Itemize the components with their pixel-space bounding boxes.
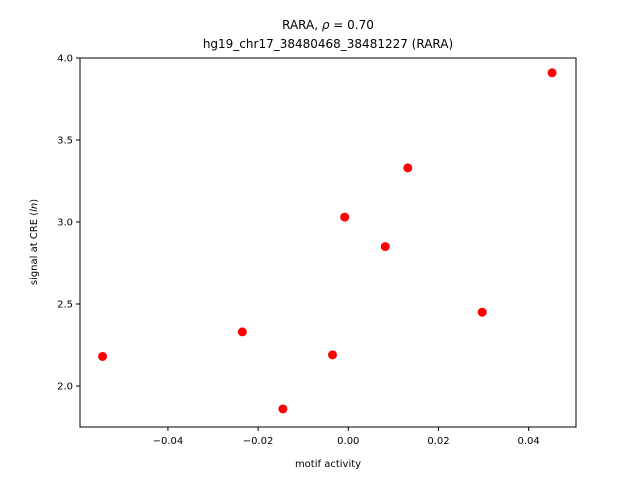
data-point <box>403 163 413 173</box>
data-point <box>340 212 350 222</box>
y-tick-label: 2.0 <box>57 382 73 393</box>
data-point <box>328 350 338 360</box>
data-point <box>278 404 288 414</box>
data-point <box>98 351 108 361</box>
y-tick-label: 4.0 <box>57 54 73 65</box>
axis-ticks: −0.04 −0.02 0.00 0.02 0.04 2.0 2.5 3.0 3.5 4.0 <box>57 54 540 448</box>
y-tick-label: 3.5 <box>57 136 73 147</box>
y-axis-label: signal at CRE (ln) <box>29 199 40 285</box>
data-points <box>98 68 557 414</box>
chart-title-line-1: RARA, ρ = 0.70 <box>282 18 374 32</box>
x-tick-label: 0.02 <box>427 436 449 447</box>
data-point <box>547 68 557 78</box>
data-point <box>477 307 487 317</box>
plot-frame <box>79 57 577 428</box>
data-point <box>237 327 247 337</box>
y-tick-label: 3.0 <box>57 218 73 229</box>
x-tick-label: 0.04 <box>518 436 540 447</box>
x-axis-label: motif activity <box>295 459 361 470</box>
chart-title-line-2: hg19_chr17_38480468_38481227 (RARA) <box>203 37 453 51</box>
y-tick-label: 2.5 <box>57 300 73 311</box>
x-tick-label: −0.02 <box>243 436 274 447</box>
x-tick-label: 0.00 <box>337 436 359 447</box>
plot-area <box>80 58 576 427</box>
x-tick-label: −0.04 <box>153 436 184 447</box>
data-point <box>380 242 390 252</box>
